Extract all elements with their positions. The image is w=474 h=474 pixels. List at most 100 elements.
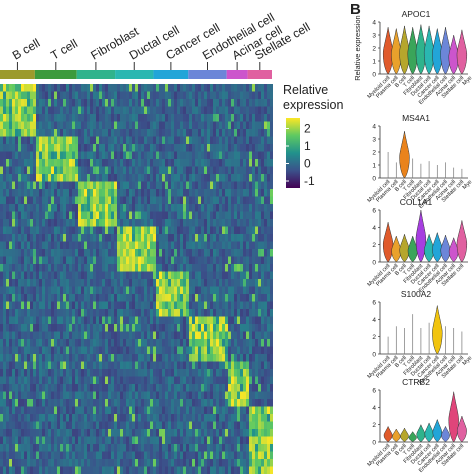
heatmap-cell xyxy=(135,219,138,227)
heatmap-cell xyxy=(60,144,63,152)
heatmap-cell xyxy=(66,136,69,145)
heatmap-cell xyxy=(168,466,171,474)
heatmap-cell xyxy=(42,451,45,460)
heatmap-cell xyxy=(24,219,27,227)
heatmap-cell xyxy=(249,309,252,317)
heatmap-cell xyxy=(3,376,6,385)
heatmap-cell xyxy=(99,369,102,377)
heatmap-cell xyxy=(162,151,165,160)
heatmap-cell xyxy=(231,271,234,280)
heatmap-cell xyxy=(63,369,66,377)
heatmap-cell xyxy=(264,406,267,415)
heatmap-cell xyxy=(69,294,72,302)
heatmap-cell xyxy=(111,414,114,422)
heatmap-cell xyxy=(243,466,246,474)
heatmap-cell xyxy=(141,346,144,355)
heatmap-cell xyxy=(114,271,117,280)
violin-shape xyxy=(440,27,451,75)
heatmap-cell xyxy=(117,234,120,242)
heatmap-cell xyxy=(270,436,273,445)
heatmap-cell xyxy=(171,466,174,474)
heatmap-cell xyxy=(174,309,177,317)
heatmap-cell xyxy=(36,294,39,302)
heatmap-cell xyxy=(120,121,123,130)
heatmap-cell xyxy=(84,271,87,280)
heatmap-cell xyxy=(168,429,171,437)
heatmap-cell xyxy=(39,91,42,100)
heatmap-cell xyxy=(138,174,141,182)
heatmap-cell xyxy=(21,136,24,145)
heatmap-cell xyxy=(186,211,189,220)
heatmap-cell xyxy=(228,159,231,167)
heatmap-cell xyxy=(201,99,204,107)
heatmap-cell xyxy=(42,286,45,295)
heatmap-cell xyxy=(126,444,129,452)
heatmap-cell xyxy=(165,459,168,467)
heatmap-cell xyxy=(0,226,3,235)
heatmap-cell xyxy=(237,189,240,197)
heatmap-cell xyxy=(84,324,87,332)
heatmap-cell xyxy=(249,211,252,220)
heatmap-cell xyxy=(234,354,237,362)
heatmap-cell xyxy=(234,369,237,377)
heatmap-cell xyxy=(234,331,237,340)
heatmap-cell xyxy=(84,421,87,430)
legend-tick-label: 0 xyxy=(304,157,311,171)
heatmap-cell xyxy=(78,279,81,287)
heatmap-cell xyxy=(165,264,168,272)
heatmap-cell xyxy=(117,294,120,302)
heatmap-cell xyxy=(123,324,126,332)
heatmap-cell xyxy=(105,226,108,235)
heatmap-cell xyxy=(51,166,54,175)
heatmap-cell xyxy=(63,256,66,265)
heatmap-cell xyxy=(219,84,222,92)
heatmap-cell xyxy=(246,459,249,467)
heatmap-cell xyxy=(270,114,273,122)
heatmap-cell xyxy=(207,241,210,250)
heatmap-cell xyxy=(219,429,222,437)
heatmap-cell xyxy=(117,286,120,295)
heatmap-cell xyxy=(108,264,111,272)
heatmap-cell xyxy=(45,166,48,175)
heatmap-cell xyxy=(111,121,114,130)
heatmap-cell xyxy=(198,189,201,197)
heatmap-cell xyxy=(39,421,42,430)
heatmap-cell xyxy=(219,459,222,467)
heatmap-cell xyxy=(162,459,165,467)
heatmap-cell xyxy=(189,249,192,257)
heatmap-cell xyxy=(90,286,93,295)
heatmap-cell xyxy=(168,181,171,190)
heatmap-cell xyxy=(189,166,192,175)
heatmap-cell xyxy=(240,286,243,295)
heatmap-cell xyxy=(213,204,216,212)
heatmap-cell xyxy=(0,84,3,92)
heatmap-cell xyxy=(36,316,39,325)
heatmap-cell xyxy=(267,301,270,310)
heatmap-cell xyxy=(255,376,258,385)
heatmap-cell xyxy=(60,376,63,385)
heatmap-cell xyxy=(267,436,270,445)
heatmap-cell xyxy=(147,309,150,317)
heatmap-cell xyxy=(117,204,120,212)
heatmap-cell xyxy=(42,444,45,452)
heatmap-cell xyxy=(102,316,105,325)
heatmap-cell xyxy=(153,384,156,392)
heatmap-cell xyxy=(54,159,57,167)
heatmap-cell xyxy=(198,241,201,250)
heatmap-cell xyxy=(126,249,129,257)
heatmap-cell xyxy=(165,174,168,182)
heatmap-cell xyxy=(129,91,132,100)
heatmap-cell xyxy=(210,256,213,265)
heatmap-cell xyxy=(42,309,45,317)
heatmap-cell xyxy=(234,429,237,437)
heatmap-cell xyxy=(135,339,138,347)
heatmap-cell xyxy=(249,174,252,182)
heatmap-cell xyxy=(237,166,240,175)
heatmap-cell xyxy=(66,219,69,227)
heatmap-cell xyxy=(192,189,195,197)
heatmap-cell xyxy=(189,181,192,190)
heatmap-cell xyxy=(132,301,135,310)
heatmap-cell xyxy=(6,451,9,460)
heatmap-cell xyxy=(60,159,63,167)
heatmap-cell xyxy=(48,354,51,362)
